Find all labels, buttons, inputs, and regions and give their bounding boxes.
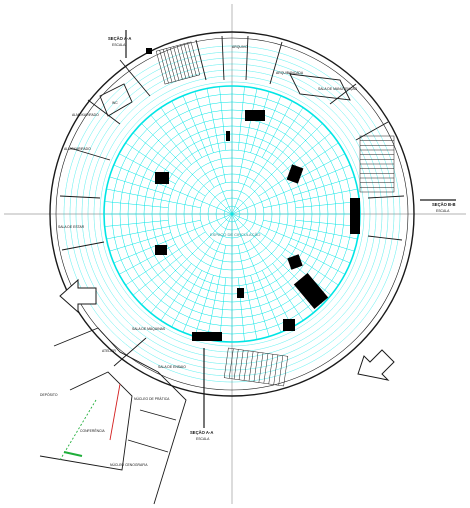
entrance-arrow-west (59, 278, 97, 314)
room-label-sala-maquinas: SALA DE MÁQUINAS (132, 327, 166, 331)
entrance-arrow-southeast (357, 349, 395, 381)
dome-spoke (250, 91, 270, 153)
dome-spoke (141, 123, 233, 215)
room-label-sala-estar: SALA DE ESTAR (58, 225, 85, 229)
dome-spoke (182, 213, 233, 333)
stair-flight (155, 41, 201, 85)
dome-grid (63, 45, 401, 383)
section-mark-north: SEÇÃO A-A ESCALA (108, 30, 131, 58)
seating-row (75, 57, 389, 371)
dome-spoke (231, 213, 351, 264)
dome-spoke (182, 95, 233, 215)
dome-spoke (132, 254, 183, 296)
room-label-deposito: DEPÓSITO (40, 392, 58, 397)
section-mark-east: SEÇÃO B-B ESCALA (420, 199, 456, 213)
dome-spoke (261, 100, 293, 158)
room-label-wc: WC (112, 101, 118, 105)
dome-spoke (160, 107, 215, 188)
room-label-sala-manutencao: SALA DE MANUTENÇÃO (318, 86, 358, 91)
dome-spoke (171, 100, 203, 158)
section-mark-south-label: SEÇÃO A-A (190, 430, 213, 435)
stair-flight (223, 347, 289, 387)
dome-spoke (160, 240, 215, 321)
dome-spoke (113, 213, 233, 264)
dome-spoke (288, 243, 346, 275)
dome-spoke (263, 219, 358, 240)
dome-spoke (219, 86, 226, 151)
dome-spoke (106, 188, 201, 209)
dome-spoke (113, 164, 233, 215)
dome-spoke (109, 232, 171, 252)
dome-spoke (206, 245, 227, 340)
dome-spoke (295, 201, 360, 208)
dome-spoke (295, 220, 360, 227)
dome-spoke (231, 213, 282, 333)
section-mark-south: SEÇÃO A-A ESCALA (190, 348, 213, 441)
dome-spoke (272, 263, 314, 314)
dome-spoke (104, 220, 169, 227)
room-labels: ALMOXARIFADO ALMOXARIFADO SALA DE ESTAR … (40, 45, 358, 467)
room-label-conferencia: CONFERÊNCIA (80, 428, 105, 433)
section-mark-east-sub: ESCALA (436, 209, 450, 213)
room-label-atelier: ATELIER (102, 349, 116, 353)
dome-spoke (109, 176, 171, 196)
dome-spoke (261, 270, 293, 328)
dome-spoke (104, 201, 169, 208)
room-label-arquivo: ARQUIVO (232, 45, 248, 49)
outer-ring (49, 31, 415, 397)
room-label-nucleo-cenografia: NÚCLEO CENOGRAFIA (110, 462, 148, 467)
dome-spoke (132, 132, 183, 174)
dome-spoke (150, 114, 192, 165)
structural-blocks (146, 48, 360, 341)
dome-spoke (118, 243, 176, 275)
dome-spoke (231, 123, 323, 215)
dome-spoke (272, 114, 314, 165)
annex-wing (39, 327, 187, 505)
center-label: ESPAÇO DE CIRCULAÇÃO (210, 232, 260, 237)
dome-spoke (150, 263, 192, 314)
section-mark-east-label: SEÇÃO B-B (432, 202, 456, 207)
section-mark-north-sub: ESCALA (112, 43, 126, 47)
seating-row (81, 63, 383, 365)
dome-spoke (250, 275, 270, 337)
seating-row (93, 75, 371, 353)
seating-row (69, 51, 395, 377)
room-label-sala-ensaio: SALA DE ENSAIO (158, 365, 186, 369)
stair-flight (359, 135, 395, 193)
dome-spoke (281, 132, 332, 174)
dome-spoke (125, 231, 206, 286)
stairs (155, 41, 395, 387)
dome-spoke (194, 91, 214, 153)
dome-spoke (219, 277, 226, 342)
room-label-almox-2: ALMOXARIFADO (64, 147, 91, 151)
seating-row (99, 81, 365, 347)
dome-spoke (263, 188, 358, 209)
room-label-arquibancada: ARQUIBANCADA (276, 71, 304, 75)
section-mark-south-sub: ESCALA (196, 437, 210, 441)
dome-spoke (141, 213, 233, 305)
dome-spoke (231, 164, 351, 215)
room-label-nucleo-pratica: NÚCLEO DE PRÁTICA (134, 396, 170, 401)
dome-spoke (249, 107, 304, 188)
dome-spoke (249, 240, 304, 321)
dome-spoke (237, 245, 258, 340)
dome-spoke (106, 219, 201, 240)
room-label-almox-1: ALMOXARIFADO (72, 113, 99, 117)
dome-spoke (293, 232, 355, 252)
dome-spoke (194, 275, 214, 337)
dome-spoke (125, 142, 206, 197)
room-walls (59, 35, 405, 251)
seating-row (63, 45, 401, 383)
dome-spoke (206, 88, 227, 183)
dome-spoke (237, 88, 258, 183)
dome-spoke (231, 95, 282, 215)
section-mark-north-label: SEÇÃO A-A (108, 36, 131, 41)
dome-spoke (293, 176, 355, 196)
dome-spoke (171, 270, 203, 328)
dome-spoke (238, 86, 245, 151)
